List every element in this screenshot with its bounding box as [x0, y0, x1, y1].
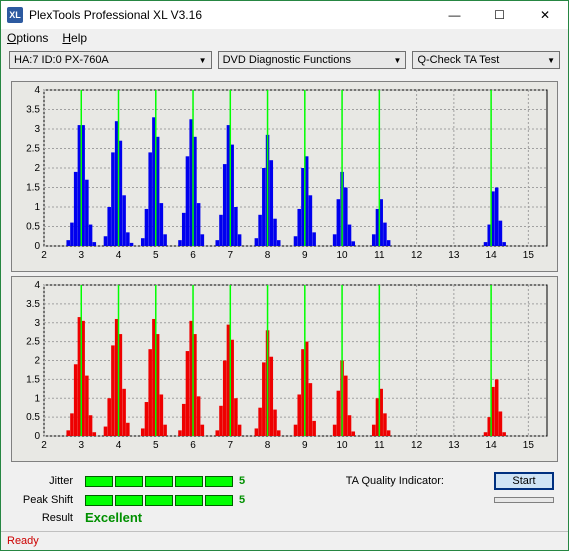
svg-text:4: 4: [34, 85, 40, 96]
svg-text:14: 14: [486, 250, 498, 261]
svg-text:2.5: 2.5: [26, 337, 40, 348]
svg-text:2: 2: [41, 440, 47, 451]
function-dropdown-value: DVD Diagnostic Functions: [223, 54, 351, 66]
toolbar: HA:7 ID:0 PX-760A ▼ DVD Diagnostic Functi…: [1, 47, 568, 73]
start-button[interactable]: Start: [494, 472, 554, 490]
titlebar: XL PlexTools Professional XL V3.16 — ☐ ✕: [1, 1, 568, 29]
svg-text:13: 13: [448, 250, 460, 261]
chevron-down-icon: ▼: [394, 56, 402, 65]
svg-text:0.5: 0.5: [26, 413, 40, 424]
device-dropdown[interactable]: HA:7 ID:0 PX-760A ▼: [9, 51, 212, 69]
svg-text:7: 7: [228, 440, 234, 451]
svg-text:3: 3: [78, 440, 84, 451]
function-dropdown[interactable]: DVD Diagnostic Functions ▼: [218, 51, 407, 69]
svg-text:8: 8: [265, 250, 271, 261]
svg-text:2: 2: [34, 356, 40, 367]
metrics-panel: Jitter 5 TA Quality Indicator: Start Pea…: [11, 466, 558, 527]
window-title: PlexTools Professional XL V3.16: [29, 8, 432, 22]
svg-text:3: 3: [34, 318, 40, 329]
close-button[interactable]: ✕: [522, 1, 568, 29]
jitter-label: Jitter: [15, 475, 85, 487]
stop-button[interactable]: [494, 497, 554, 503]
app-icon: XL: [7, 7, 23, 23]
result-value: Excellent: [85, 510, 142, 525]
svg-text:9: 9: [302, 250, 308, 261]
svg-text:0: 0: [34, 431, 40, 442]
chevron-down-icon: ▼: [199, 56, 207, 65]
svg-text:0.5: 0.5: [26, 222, 40, 233]
svg-text:2.5: 2.5: [26, 144, 40, 155]
svg-text:1.5: 1.5: [26, 375, 40, 386]
svg-text:3: 3: [78, 250, 84, 261]
svg-text:3: 3: [34, 124, 40, 135]
svg-text:0: 0: [34, 241, 40, 252]
svg-text:8: 8: [265, 440, 271, 451]
status-text: Ready: [7, 535, 39, 547]
svg-text:12: 12: [411, 250, 423, 261]
test-dropdown[interactable]: Q-Check TA Test ▼: [412, 51, 560, 69]
ta-label: TA Quality Indicator:: [346, 475, 444, 487]
svg-text:14: 14: [486, 440, 498, 451]
svg-text:10: 10: [337, 250, 349, 261]
peak-bars: [85, 495, 233, 506]
result-label: Result: [15, 512, 85, 524]
svg-text:2: 2: [34, 163, 40, 174]
svg-text:12: 12: [411, 440, 423, 451]
svg-text:9: 9: [302, 440, 308, 451]
svg-text:4: 4: [34, 280, 40, 291]
svg-text:7: 7: [228, 250, 234, 261]
jitter-bars: [85, 476, 233, 487]
test-dropdown-value: Q-Check TA Test: [417, 54, 499, 66]
svg-text:4: 4: [116, 440, 122, 451]
chevron-down-icon: ▼: [547, 56, 555, 65]
svg-text:15: 15: [523, 250, 535, 261]
svg-text:2: 2: [41, 250, 47, 261]
svg-text:1: 1: [34, 394, 40, 405]
svg-text:3.5: 3.5: [26, 105, 40, 116]
device-dropdown-value: HA:7 ID:0 PX-760A: [14, 54, 109, 66]
minimize-button[interactable]: —: [432, 1, 477, 29]
statusbar: Ready: [1, 531, 568, 550]
svg-text:13: 13: [448, 440, 460, 451]
svg-text:5: 5: [153, 250, 159, 261]
svg-text:10: 10: [337, 440, 349, 451]
pit-chart: 0 0.5 1 1.5 2 2.5 3 3.5 4 2 3 4 5 6 7 8 9 10 11 12 13 14 15: [11, 81, 558, 272]
svg-text:15: 15: [523, 440, 535, 451]
svg-text:1: 1: [34, 202, 40, 213]
svg-text:3.5: 3.5: [26, 299, 40, 310]
svg-text:6: 6: [190, 440, 196, 451]
chart-area: 00.511.522.533.5423456789101112131415 00…: [1, 73, 568, 531]
menu-help[interactable]: Help: [62, 31, 87, 45]
svg-text:11: 11: [374, 250, 385, 261]
menubar: Options Help: [1, 29, 568, 48]
svg-text:5: 5: [153, 440, 159, 451]
svg-text:6: 6: [190, 250, 196, 261]
jitter-value: 5: [233, 475, 245, 487]
menu-options[interactable]: Options: [7, 31, 48, 45]
svg-text:4: 4: [116, 250, 122, 261]
svg-text:1.5: 1.5: [26, 183, 40, 194]
land-chart: 0 0.5 1 1.5 2 2.5 3 3.5 4 2 3 4 5 6 7 8 9 10 11 12 13 14 15: [11, 276, 558, 462]
svg-text:11: 11: [374, 440, 385, 451]
peak-label: Peak Shift: [15, 494, 85, 506]
peak-value: 5: [233, 494, 245, 506]
maximize-button[interactable]: ☐: [477, 1, 522, 29]
